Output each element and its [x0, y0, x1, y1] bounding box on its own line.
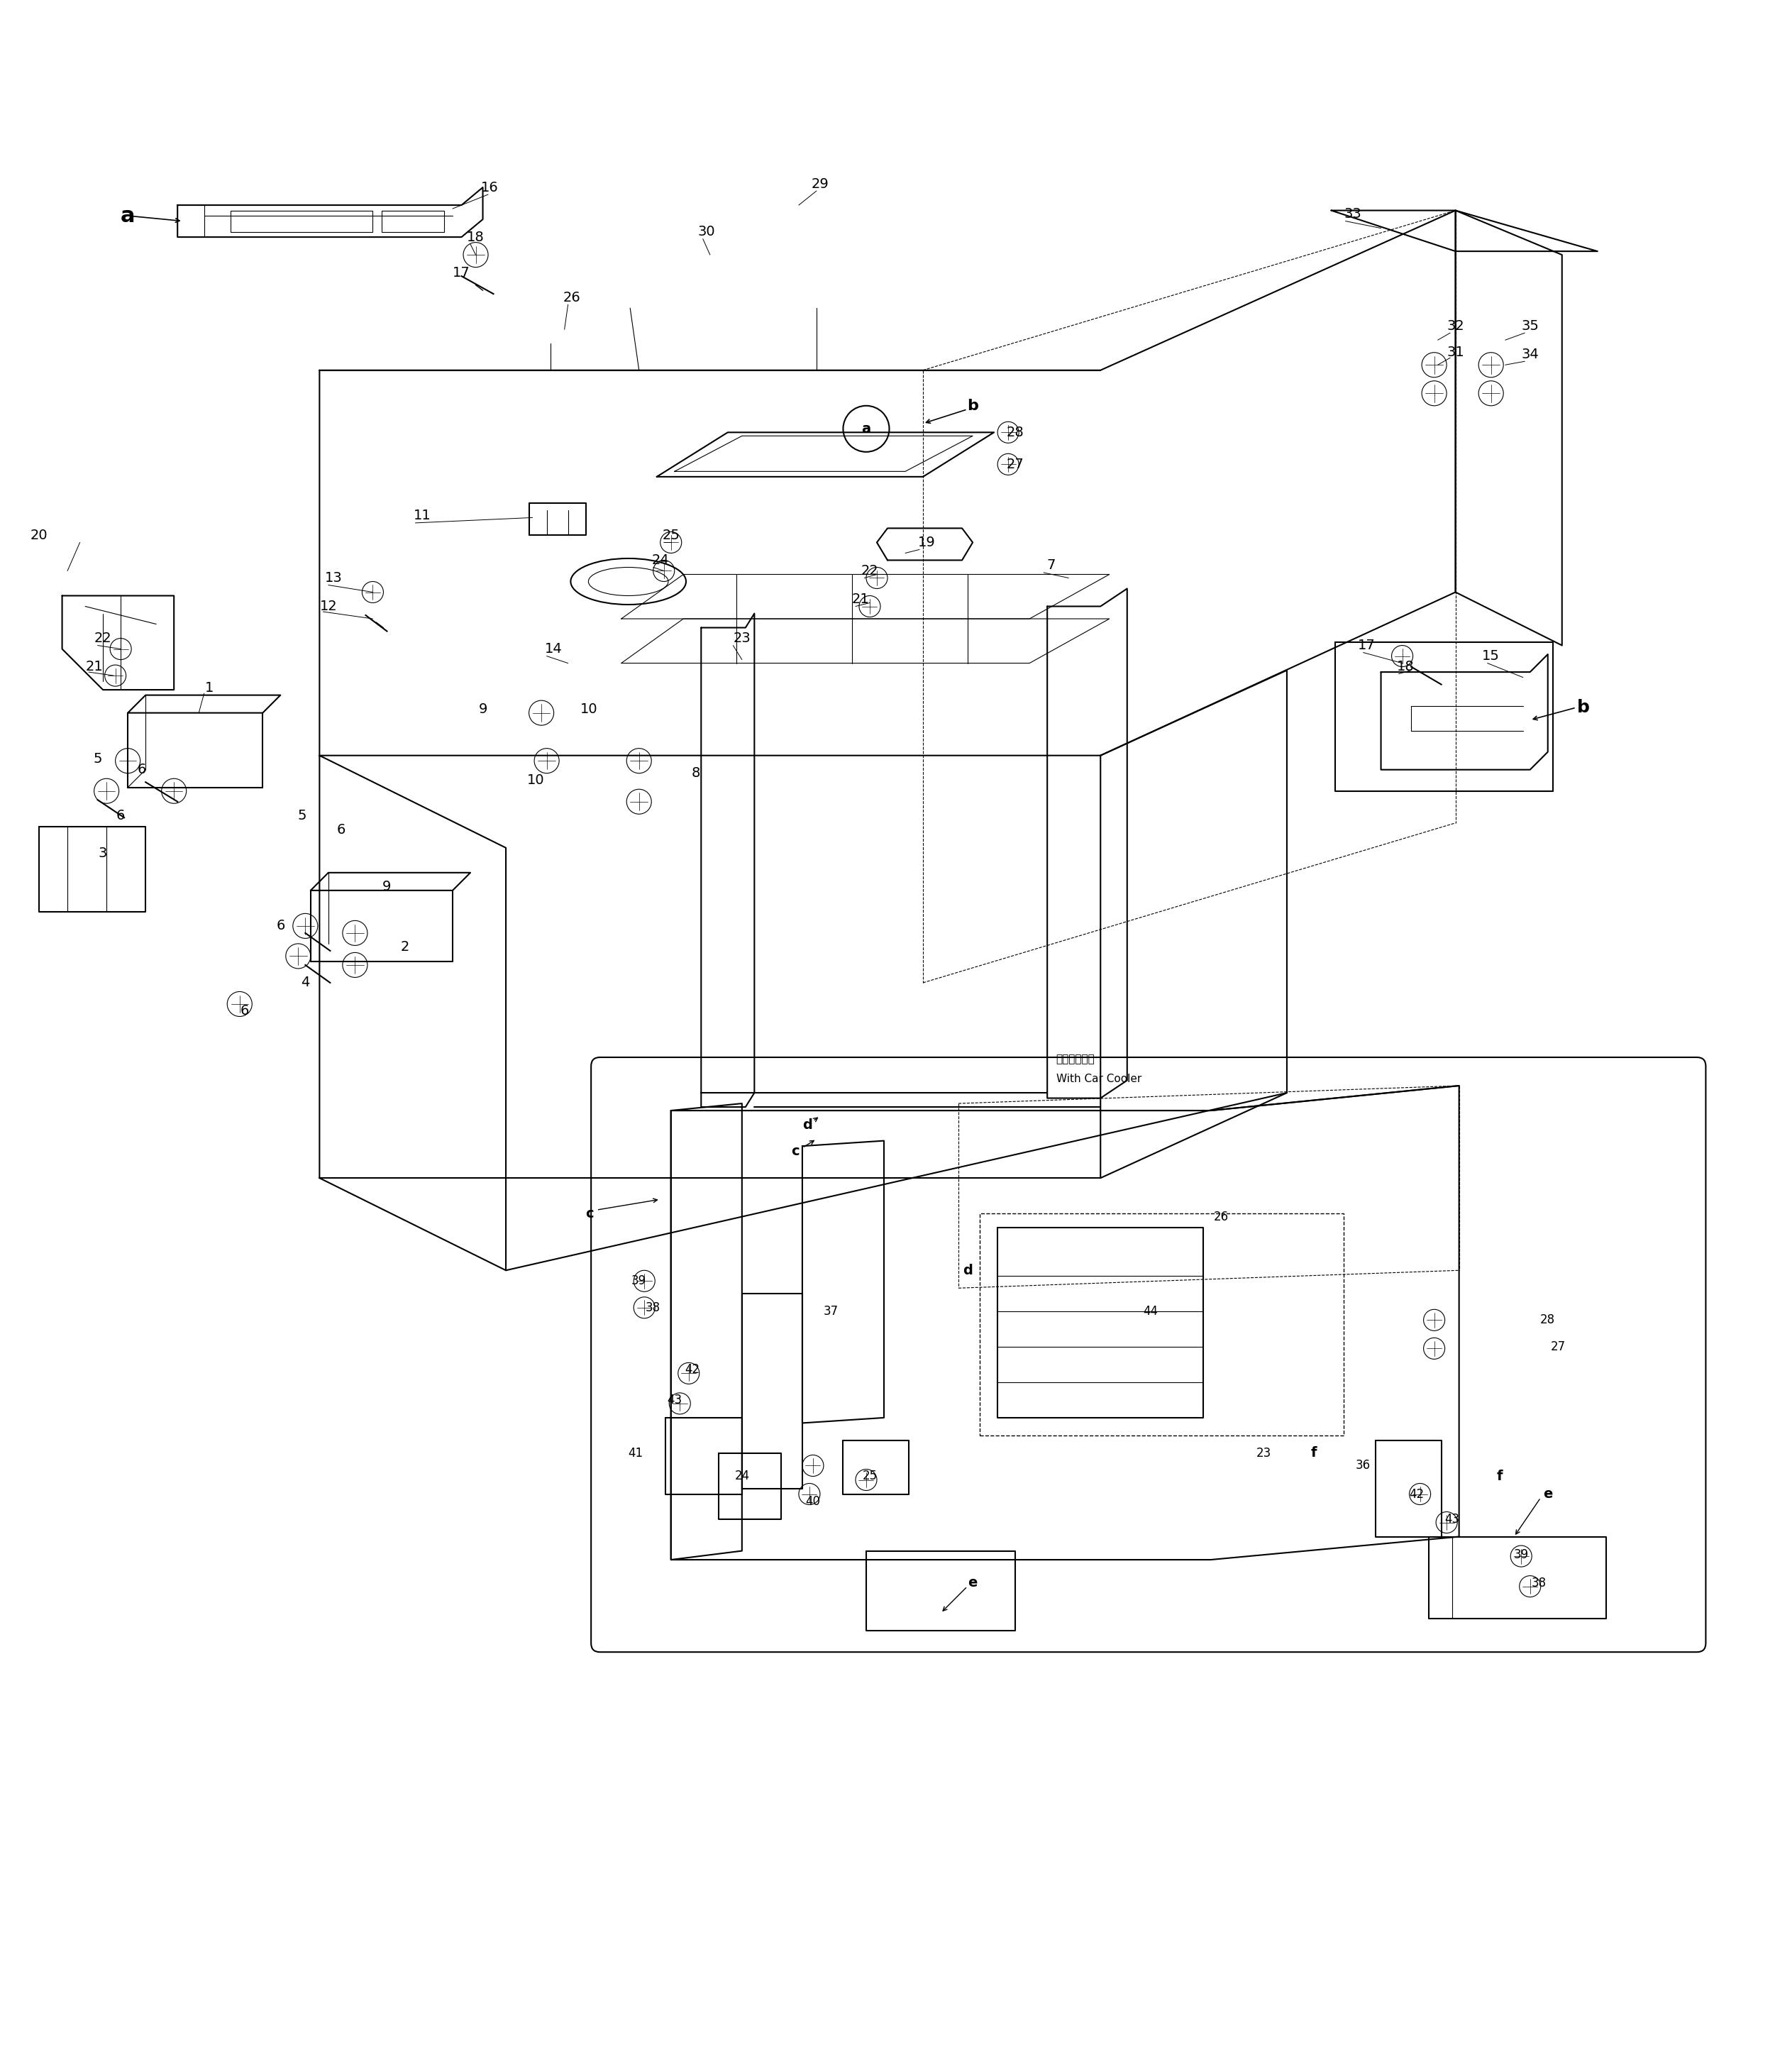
Text: e: e [1542, 1488, 1553, 1500]
Text: 44: 44 [1143, 1305, 1157, 1318]
Text: 6: 6 [241, 1005, 249, 1017]
Text: 23: 23 [1257, 1446, 1271, 1459]
Text: e: e [967, 1577, 978, 1589]
Text: 14: 14 [545, 642, 563, 655]
Text: c: c [792, 1144, 799, 1158]
Text: 42: 42 [1409, 1488, 1424, 1500]
Text: 37: 37 [824, 1305, 838, 1318]
Text: 26: 26 [1214, 1210, 1228, 1222]
Text: 9: 9 [383, 881, 391, 893]
Text: 27: 27 [1006, 458, 1024, 470]
Text: 2: 2 [401, 941, 408, 953]
Text: 16: 16 [481, 180, 499, 195]
Text: 15: 15 [1482, 649, 1500, 663]
Text: 43: 43 [667, 1394, 682, 1407]
Text: 1: 1 [206, 682, 213, 694]
Text: 25: 25 [662, 528, 680, 543]
Text: 21: 21 [85, 661, 103, 673]
Text: 10: 10 [580, 702, 598, 717]
Text: 11: 11 [414, 510, 431, 522]
Text: 5: 5 [298, 808, 305, 823]
Text: 19: 19 [918, 537, 935, 549]
Text: 24: 24 [735, 1469, 749, 1484]
Text: 31: 31 [1447, 346, 1464, 358]
Bar [231, 211, 373, 232]
Text: 23: 23 [733, 632, 751, 644]
Text: 38: 38 [1532, 1577, 1546, 1589]
Text: 29: 29 [811, 176, 829, 191]
Bar [382, 211, 444, 232]
Text: 22: 22 [94, 632, 112, 644]
Text: 22: 22 [861, 564, 879, 578]
Text: 20: 20 [30, 528, 48, 543]
Text: f: f [1310, 1446, 1317, 1461]
Text: a: a [861, 423, 872, 435]
Text: 13: 13 [325, 572, 343, 584]
Text: 28: 28 [1006, 425, 1024, 439]
Text: 24: 24 [651, 553, 669, 568]
Text: 18: 18 [467, 230, 485, 244]
Text: 43: 43 [1445, 1513, 1459, 1525]
Text: 18: 18 [1397, 661, 1415, 673]
Text: 5: 5 [94, 752, 101, 767]
Text: d: d [962, 1264, 973, 1276]
Text: 39: 39 [1514, 1548, 1528, 1560]
Text: With Car Cooler: With Car Cooler [1056, 1073, 1141, 1084]
Text: 41: 41 [628, 1446, 643, 1459]
Text: 34: 34 [1521, 348, 1539, 361]
Text: 42: 42 [685, 1363, 699, 1376]
Text: 25: 25 [863, 1469, 877, 1484]
Text: 39: 39 [632, 1274, 646, 1287]
Text: d: d [802, 1119, 813, 1131]
Text: 9: 9 [479, 702, 486, 717]
Text: 36: 36 [1356, 1459, 1370, 1471]
Text: c: c [586, 1206, 593, 1220]
FancyBboxPatch shape [591, 1057, 1706, 1651]
Text: 21: 21 [852, 593, 870, 605]
Text: 6: 6 [138, 762, 146, 777]
Text: 12: 12 [319, 599, 337, 613]
Text: b: b [1576, 698, 1590, 717]
Text: 7: 7 [1047, 559, 1054, 572]
Text: 26: 26 [563, 290, 580, 305]
Text: 3: 3 [99, 845, 106, 860]
Text: 17: 17 [453, 265, 470, 280]
Text: 28: 28 [1541, 1314, 1555, 1326]
Text: 33: 33 [1344, 207, 1361, 222]
Text: 30: 30 [698, 226, 715, 238]
Text: 32: 32 [1447, 319, 1464, 334]
Text: 27: 27 [1551, 1341, 1566, 1353]
Text: 40: 40 [806, 1494, 820, 1508]
Text: 35: 35 [1521, 319, 1539, 334]
Text: 6: 6 [337, 823, 344, 837]
Text: 6: 6 [117, 808, 124, 823]
Text: 10: 10 [527, 773, 545, 787]
Text: b: b [967, 398, 978, 412]
Text: 6: 6 [277, 920, 284, 932]
Text: a: a [121, 205, 135, 226]
Text: カークーラ付: カークーラ付 [1056, 1055, 1095, 1065]
Text: 8: 8 [692, 767, 699, 779]
Text: 38: 38 [646, 1301, 660, 1314]
Text: 4: 4 [302, 976, 309, 990]
Text: 17: 17 [1358, 638, 1376, 653]
Text: f: f [1496, 1469, 1503, 1484]
Bar [980, 1214, 1344, 1436]
